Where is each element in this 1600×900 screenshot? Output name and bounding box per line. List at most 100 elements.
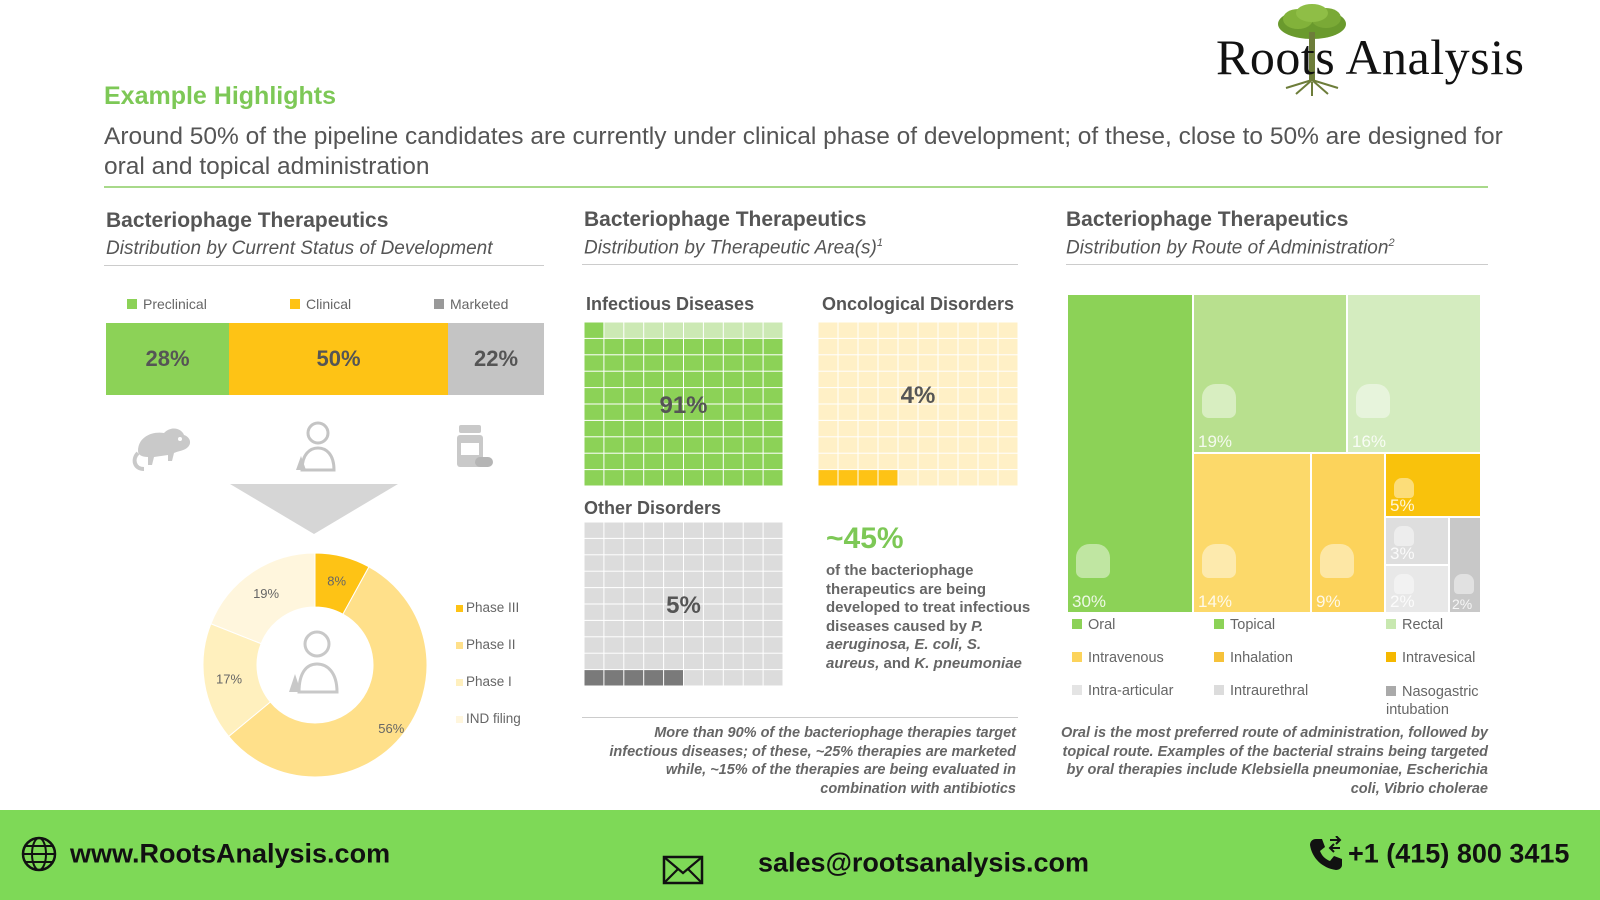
waffle-cell [604, 338, 624, 355]
waffle-cell [723, 338, 743, 355]
legend-label: Phase I [466, 674, 512, 689]
waffle-cell [938, 388, 958, 404]
waffle-cell [684, 588, 703, 604]
legend-label: Marketed [450, 296, 509, 312]
waffle-cell [898, 322, 918, 338]
waffle-cell [723, 437, 743, 453]
waffle-cell [684, 404, 703, 420]
waffle-cell [838, 453, 858, 470]
waffle-cell [898, 470, 918, 486]
email-link[interactable]: sales@rootsanalysis.com [758, 847, 1089, 878]
waffle-cell [763, 653, 783, 670]
waffle-cell [604, 371, 624, 388]
waffle-cell [723, 653, 743, 670]
waffle-cell [703, 522, 723, 538]
waffle-cell [644, 637, 664, 653]
waffle-cell [818, 453, 838, 470]
waffle-cell [898, 371, 918, 388]
legend-swatch [456, 679, 463, 686]
waffle-cell [644, 653, 664, 670]
waffle-cell [684, 538, 703, 555]
legend-swatch [1072, 652, 1082, 662]
waffle-cell [703, 420, 723, 437]
waffle-cell [703, 670, 723, 686]
waffle-cell [664, 670, 683, 686]
legend-swatch [1386, 619, 1396, 629]
waffle-cell [818, 355, 838, 371]
waffle-cell [703, 338, 723, 355]
waffle-cell [743, 404, 763, 420]
legend-label: Rectal [1402, 617, 1444, 633]
waffle-cell [978, 453, 998, 470]
intestine-icon [1356, 384, 1390, 418]
area-label-other: Other Disorders [584, 498, 722, 518]
waffle-cell [743, 338, 763, 355]
waffle-cell [978, 355, 998, 371]
waffle-cell [763, 388, 783, 404]
waffle-cell [723, 588, 743, 604]
waffle-cell [763, 420, 783, 437]
waffle-cell [584, 522, 604, 538]
waffle-cell [763, 404, 783, 420]
waffle-cell [584, 355, 604, 371]
scientist-icon [289, 630, 339, 694]
treemap-tile: 5% [1386, 454, 1480, 516]
phone-link[interactable]: +1 (415) 800 3415 [1348, 838, 1570, 869]
waffle-cell [584, 637, 604, 653]
callout-value: ~45% [826, 522, 904, 555]
route-legend-item: Topical [1214, 617, 1275, 633]
waffle-cell [723, 322, 743, 338]
waffle-cell [624, 604, 644, 620]
area-label-oncological: Oncological Disorders [822, 294, 1015, 314]
waffle-cell [898, 338, 918, 355]
phone-icon [1310, 836, 1342, 870]
stomach-icon [1076, 544, 1110, 578]
waffle-cell [624, 653, 644, 670]
waffle-cell [604, 522, 624, 538]
phase-donut-chart: 8% 56% 17% 19% [202, 552, 428, 778]
waffle-cell [958, 437, 978, 453]
waffle-cell [763, 604, 783, 620]
waffle-cell [743, 620, 763, 637]
waffle-cell [743, 453, 763, 470]
waffle-cell [723, 371, 743, 388]
waffle-cell [644, 620, 664, 637]
website-link[interactable]: www.RootsAnalysis.com [70, 838, 391, 869]
waffle-cell [644, 453, 664, 470]
waffle-cell [763, 637, 783, 653]
waffle-cell [918, 338, 938, 355]
waffle-cell [838, 470, 858, 486]
waffle-cell [604, 388, 624, 404]
waffle-cell [684, 322, 703, 338]
legend-clinical: Clinical [290, 296, 351, 312]
waffle-cell [584, 571, 604, 588]
waffle-cell [763, 522, 783, 538]
panel3-note: Oral is the most preferred route of admi… [1060, 725, 1488, 797]
legend-preclinical: Preclinical [127, 296, 207, 312]
waffle-cell [763, 355, 783, 371]
waffle-cell [703, 571, 723, 588]
waffle-cell [938, 420, 958, 437]
waffle-cell [898, 420, 918, 437]
donut-slice [227, 566, 428, 778]
treemap-tile-label: 3% [1390, 544, 1415, 563]
waffle-cell [604, 637, 624, 653]
waffle-cell [958, 388, 978, 404]
stacked-bar-segment: 50% [229, 323, 448, 395]
waffle-cell [998, 404, 1018, 420]
legend-label: Nasogastric intubation [1386, 684, 1479, 718]
waffle-cell [818, 371, 838, 388]
waffle-cell [604, 322, 624, 338]
waffle-cell [938, 470, 958, 486]
waffle-cell [604, 620, 624, 637]
legend-label: Inhalation [1230, 650, 1293, 666]
waffle-cell [763, 338, 783, 355]
waffle-cell [978, 404, 998, 420]
legend-swatch [456, 716, 463, 723]
syringe-icon [1202, 544, 1236, 578]
waffle-cell [684, 522, 703, 538]
waffle-cell [918, 322, 938, 338]
globe-icon [21, 836, 57, 872]
waffle-cell [878, 338, 898, 355]
company-logo: Roots Analysis [1216, 4, 1596, 96]
